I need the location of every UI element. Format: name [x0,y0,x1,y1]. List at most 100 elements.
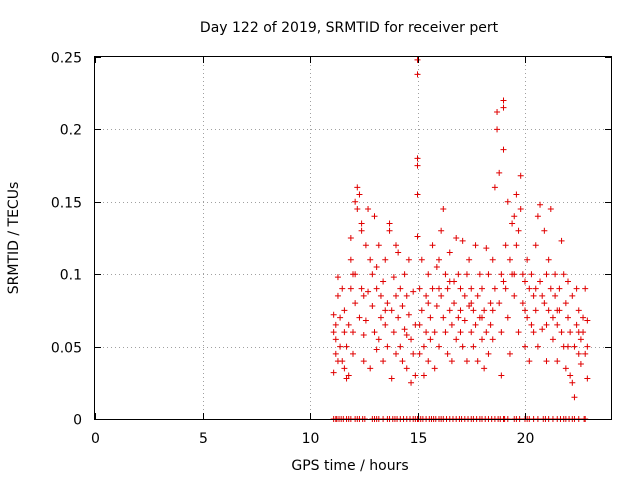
data-point [539,292,546,299]
data-point [532,242,539,249]
data-point [571,394,578,401]
data-point [519,271,526,278]
data-point [334,274,341,281]
data-point [373,263,380,270]
data-point [365,206,372,213]
data-point [436,343,442,350]
data-point [489,307,496,314]
x-tick-labels: 0 5 10 15 20 [91,431,534,447]
x-tick-label: 0 [91,431,100,447]
data-point [425,271,432,278]
data-point [489,256,496,263]
data-point [567,372,574,379]
data-point [457,285,464,292]
x-tick-label: 10 [302,431,320,447]
data-point [446,278,453,285]
data-point [543,358,550,365]
data-point [365,288,372,295]
data-point [416,321,423,328]
data-point [577,360,584,367]
data-point [534,213,541,220]
data-point [362,317,369,324]
data-point [401,326,408,333]
data-point [584,343,591,350]
data-point [569,292,576,299]
data-point [504,198,511,205]
data-point [524,314,531,321]
data-point [575,350,582,357]
data-point [479,285,485,292]
data-point [515,227,522,234]
data-point [330,311,337,318]
data-point [549,336,556,343]
data-point [339,285,346,292]
data-point [382,307,389,314]
data-point [491,184,498,191]
data-point [393,242,399,249]
data-point [431,365,438,372]
data-point [414,71,421,78]
data-point [350,350,356,357]
data-point [341,329,348,336]
data-point [433,263,440,270]
data-point [560,271,567,278]
data-point [386,220,393,227]
data-point [410,350,417,357]
data-point [547,206,554,213]
data-point [575,307,582,314]
data-point [463,358,470,365]
data-point [528,321,535,328]
data-point [442,329,449,336]
data-point [573,285,580,292]
data-point [347,256,354,263]
data-point [436,256,442,263]
data-point [461,292,468,299]
data-point [582,350,589,357]
data-point [330,329,337,336]
data-point [552,271,559,278]
data-point [433,303,440,310]
data-point [506,256,513,263]
data-point [479,314,485,321]
data-point [446,249,453,256]
data-point [350,271,356,278]
data-point [582,285,589,292]
data-point [332,336,339,343]
data-point [360,292,367,299]
x-tick-label: 15 [410,431,428,447]
data-point [334,358,341,365]
data-point [420,343,427,350]
data-point [444,285,451,292]
data-point [577,336,584,343]
data-point [511,271,518,278]
data-point [468,285,475,292]
data-point [380,358,387,365]
data-point [341,365,348,372]
data-point [341,307,348,314]
data-point [545,307,552,314]
data-point [543,321,550,328]
data-point [584,375,591,382]
data-point [382,321,389,328]
data-point [388,375,395,382]
data-point [395,249,402,256]
data-point [530,292,537,299]
axis-ticks [95,57,611,420]
data-point [360,332,367,339]
data-point [491,285,498,292]
data-point [485,350,492,357]
data-point [448,321,455,328]
data-point [459,343,466,350]
data-point [347,285,354,292]
data-point [539,326,546,333]
data-point [345,372,352,379]
data-point [416,350,423,357]
data-point [457,307,464,314]
data-point [367,365,374,372]
data-point [526,285,533,292]
data-point [386,227,393,234]
data-point [423,292,430,299]
data-point [337,343,344,350]
data-point [468,329,475,336]
data-point [541,300,548,307]
